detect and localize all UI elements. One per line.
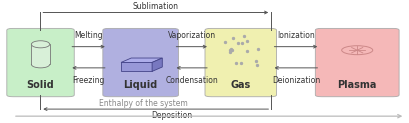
Polygon shape [121,62,152,71]
Text: Plasma: Plasma [337,80,376,90]
FancyBboxPatch shape [204,28,276,97]
Text: Gas: Gas [230,80,250,90]
Polygon shape [121,58,162,62]
Text: Deionization: Deionization [271,76,319,85]
Polygon shape [152,58,162,71]
Text: Enthalpy of the system: Enthalpy of the system [99,99,188,108]
Text: Condensation: Condensation [165,76,218,85]
FancyBboxPatch shape [315,28,398,97]
Ellipse shape [31,41,49,48]
Text: Vaporization: Vaporization [167,31,215,40]
FancyBboxPatch shape [31,44,49,64]
Text: Sublimation: Sublimation [133,2,178,11]
Text: Ionization: Ionization [276,31,314,40]
FancyBboxPatch shape [7,28,74,97]
FancyBboxPatch shape [103,28,178,97]
Text: Melting: Melting [74,31,103,40]
Text: Solid: Solid [27,80,54,90]
Text: Liquid: Liquid [123,80,157,90]
Text: Deposition: Deposition [151,111,192,120]
Text: Freezing: Freezing [72,76,104,85]
Ellipse shape [31,61,49,68]
